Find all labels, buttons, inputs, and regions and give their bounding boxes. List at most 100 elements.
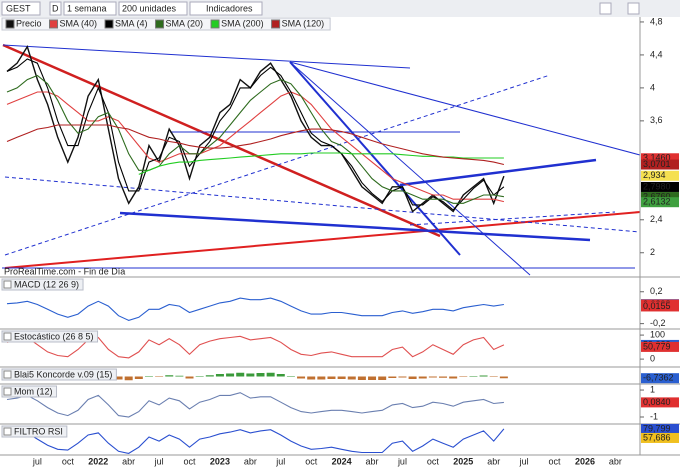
series-line bbox=[6, 297, 504, 321]
legend-swatch bbox=[104, 19, 114, 29]
legend-box bbox=[1, 17, 331, 31]
bar bbox=[165, 375, 174, 377]
y-tick-label: 2 bbox=[650, 247, 655, 257]
bar bbox=[479, 375, 488, 377]
x-tick-label: oct bbox=[427, 456, 440, 466]
bar bbox=[236, 372, 245, 377]
bar bbox=[378, 376, 387, 380]
x-tick-label: abr bbox=[609, 456, 622, 466]
bar bbox=[144, 376, 153, 377]
menu-button[interactable] bbox=[599, 2, 612, 15]
bar bbox=[307, 376, 316, 380]
x-tick-label: jul bbox=[397, 456, 407, 466]
bar bbox=[398, 376, 407, 378]
units-box[interactable] bbox=[118, 1, 188, 16]
panel-title: FILTRO RSI bbox=[1, 425, 68, 438]
bar bbox=[124, 376, 133, 381]
drawings bbox=[2, 43, 641, 276]
trend-line bbox=[289, 61, 461, 256]
x-tick-label: jul bbox=[32, 456, 42, 466]
legend-swatch bbox=[271, 19, 281, 29]
bar bbox=[347, 376, 356, 380]
bar bbox=[489, 376, 498, 377]
legend-label: SMA (40) bbox=[60, 18, 98, 28]
panel-title-box bbox=[1, 278, 84, 291]
bar bbox=[134, 376, 143, 379]
bar bbox=[357, 376, 366, 380]
x-tick-label: jul bbox=[519, 456, 529, 466]
trend-line bbox=[2, 44, 411, 69]
x-tick-label: oct bbox=[549, 456, 562, 466]
symbol-box[interactable] bbox=[1, 1, 41, 16]
bar bbox=[439, 376, 448, 378]
last-value-box bbox=[641, 397, 679, 408]
y-tick-label: 4 bbox=[650, 82, 655, 92]
series-line bbox=[6, 91, 505, 203]
panel-title-text: FILTRO RSI bbox=[14, 426, 63, 436]
interval: 1 semana bbox=[67, 3, 107, 13]
legend-label: Precio bbox=[16, 18, 42, 28]
last-value-box bbox=[641, 153, 679, 164]
series-line bbox=[6, 74, 504, 204]
bar bbox=[327, 376, 336, 379]
panel-title: Mom (12) bbox=[1, 385, 58, 398]
bar bbox=[226, 373, 235, 377]
last-value-box bbox=[641, 423, 679, 434]
last-value-label: 3,1460 bbox=[643, 153, 671, 163]
trend-line bbox=[2, 43, 441, 238]
y-tick-label: -1 bbox=[650, 411, 658, 421]
legend-label: SMA (120) bbox=[282, 18, 325, 28]
panel-icon bbox=[3, 370, 12, 379]
last-value-label: 50,779 bbox=[643, 341, 671, 351]
bar bbox=[469, 376, 478, 377]
legend-swatch bbox=[49, 19, 59, 29]
trend-line bbox=[289, 61, 641, 156]
bar bbox=[155, 376, 164, 377]
bar bbox=[428, 376, 437, 378]
bar bbox=[297, 376, 306, 379]
panel-title-text: Blai5 Koncorde v.09 (15) bbox=[14, 369, 112, 379]
watermark: ProRealTime.com - Fin de Día bbox=[4, 266, 125, 276]
panel-title-text: MACD (12 26 9) bbox=[14, 279, 79, 289]
x-tick-label: oct bbox=[62, 456, 75, 466]
panel-title-box bbox=[1, 385, 58, 398]
trend-line bbox=[399, 158, 597, 187]
indicators: Indicadores bbox=[206, 3, 253, 13]
bar bbox=[205, 375, 214, 377]
series-line bbox=[6, 392, 504, 418]
panel-title: Blai5 Koncorde v.09 (15) bbox=[1, 368, 117, 381]
last-value-box bbox=[641, 432, 679, 443]
series-line bbox=[6, 124, 505, 166]
last-value-label: 0,0155 bbox=[643, 301, 671, 311]
legend-swatch bbox=[210, 19, 220, 29]
bar bbox=[459, 376, 468, 377]
x-tick-label: abr bbox=[122, 456, 135, 466]
bar bbox=[388, 376, 397, 378]
panel-title-box bbox=[1, 330, 99, 343]
panel-title: Estocástico (26 8 5) bbox=[1, 330, 99, 343]
interval-box[interactable] bbox=[63, 1, 117, 16]
y-tick-label: 2,4 bbox=[650, 214, 663, 224]
y-tick-label: 0 bbox=[650, 353, 655, 363]
bar bbox=[195, 376, 204, 377]
period-box[interactable] bbox=[49, 1, 62, 16]
legend-label: SMA (4) bbox=[115, 18, 148, 28]
last-value-label: 2,6132 bbox=[643, 197, 671, 207]
legend-label: SMA (20) bbox=[166, 18, 204, 28]
trend-line bbox=[4, 211, 641, 269]
bar bbox=[246, 373, 255, 377]
bar bbox=[449, 376, 458, 379]
y-tick-label: 100 bbox=[650, 329, 665, 339]
indicators-box[interactable] bbox=[189, 1, 263, 16]
x-tick-label: abr bbox=[366, 456, 379, 466]
last-value-box bbox=[641, 373, 679, 384]
last-value-label: 2,6760 bbox=[643, 191, 671, 201]
panel-icon bbox=[3, 387, 12, 396]
panel-title-box bbox=[1, 368, 117, 381]
legend-swatch bbox=[5, 19, 15, 29]
bar bbox=[185, 376, 194, 379]
collapse-button[interactable] bbox=[627, 2, 640, 15]
last-value-box bbox=[641, 301, 679, 312]
last-value-label: 2,7980 bbox=[643, 181, 671, 191]
